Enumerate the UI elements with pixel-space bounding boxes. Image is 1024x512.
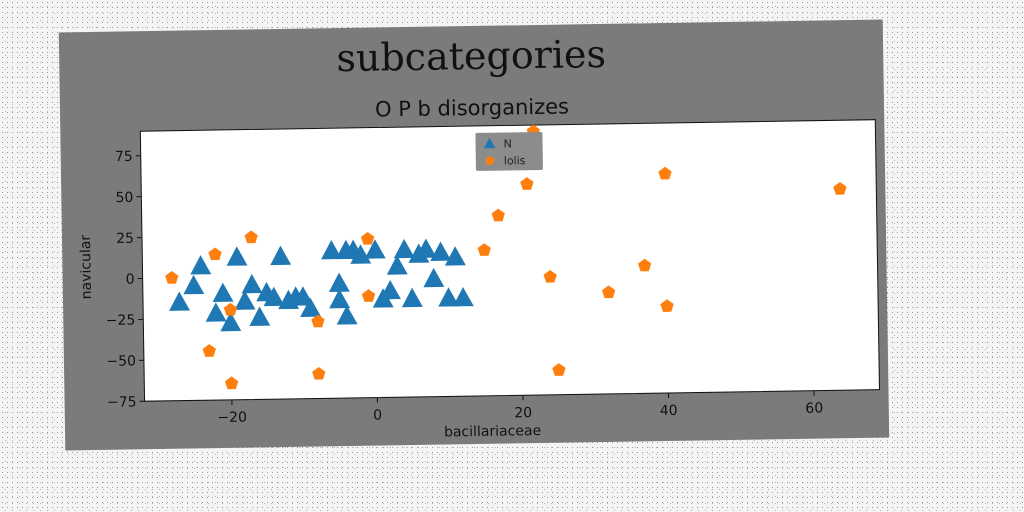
y-tick-label: 75: [115, 149, 133, 165]
lolis-point: [543, 270, 557, 283]
y-tick-label: 50: [115, 190, 133, 206]
lolis-point: [477, 243, 491, 256]
n-point: [300, 297, 322, 317]
legend-label: N: [503, 137, 511, 150]
lolis-point: [311, 314, 325, 328]
lolis-point: [491, 208, 505, 222]
n-point: [438, 287, 460, 307]
n-point: [415, 238, 437, 258]
n-point: [263, 286, 285, 307]
x-axis-label: bacillariaceae: [444, 423, 541, 441]
n-point: [292, 286, 314, 306]
legend-lolis-marker: [485, 155, 495, 165]
n-point: [321, 239, 343, 260]
x-tick-label: 20: [514, 405, 532, 421]
n-point: [379, 279, 401, 300]
lolis-point: [361, 289, 376, 302]
n-point: [423, 267, 445, 288]
n-point: [220, 311, 242, 332]
n-point: [444, 246, 466, 266]
n-point: [452, 286, 474, 307]
n-point: [328, 272, 350, 292]
lolis-point: [833, 181, 847, 195]
legend-label: lolis: [504, 154, 526, 167]
lolis-point: [601, 285, 616, 299]
lolis-point: [223, 302, 238, 316]
n-point: [205, 302, 227, 322]
n-point: [329, 288, 351, 309]
chart-card: subcategories O P b disorganizes −20 0 20 4…: [58, 19, 890, 451]
lolis-point: [658, 166, 672, 180]
n-point: [336, 305, 358, 325]
lolis-point: [360, 231, 375, 245]
y-tick-label: 0: [126, 272, 135, 288]
lolis-point: [244, 230, 258, 244]
n-point: [226, 246, 248, 266]
y-tick-label: −25: [106, 313, 136, 329]
n-point: [234, 290, 256, 310]
lolis-point: [165, 271, 179, 284]
lolis-point: [520, 177, 534, 190]
x-tick-label: −20: [217, 410, 247, 426]
n-point: [190, 255, 212, 275]
n-point: [212, 282, 234, 303]
n-point: [386, 255, 408, 275]
y-tick-label: 25: [116, 231, 134, 247]
lolis-point: [637, 258, 652, 272]
lolis-point: [660, 299, 674, 312]
n-point: [183, 274, 205, 295]
n-point: [364, 239, 386, 259]
y-tick-label: −75: [107, 394, 137, 410]
legend-n-marker: [483, 137, 496, 149]
x-tick-label: 40: [660, 403, 678, 419]
lolis-point: [224, 376, 239, 390]
lolis-point: [202, 344, 216, 357]
lolis-point: [312, 366, 326, 380]
plot-area: [139, 119, 880, 402]
n-point: [241, 273, 263, 294]
y-axis-label: navicular: [78, 235, 95, 300]
n-point: [350, 244, 372, 264]
n-point: [401, 287, 423, 308]
n-point: [270, 245, 292, 266]
n-point: [169, 291, 190, 311]
n-point: [393, 238, 415, 259]
lolis-point: [552, 363, 566, 376]
x-tick-label: 0: [373, 407, 382, 423]
y-tick-label: −50: [106, 353, 136, 369]
x-tick-label: 60: [805, 401, 823, 417]
n-point: [430, 241, 452, 261]
lolis-point: [208, 247, 222, 261]
n-point: [249, 306, 271, 326]
scatter-plot: −20 0 20 40 60 −75 −50 −25 0 25 50 75 bacillariaceae…: [78, 119, 880, 441]
